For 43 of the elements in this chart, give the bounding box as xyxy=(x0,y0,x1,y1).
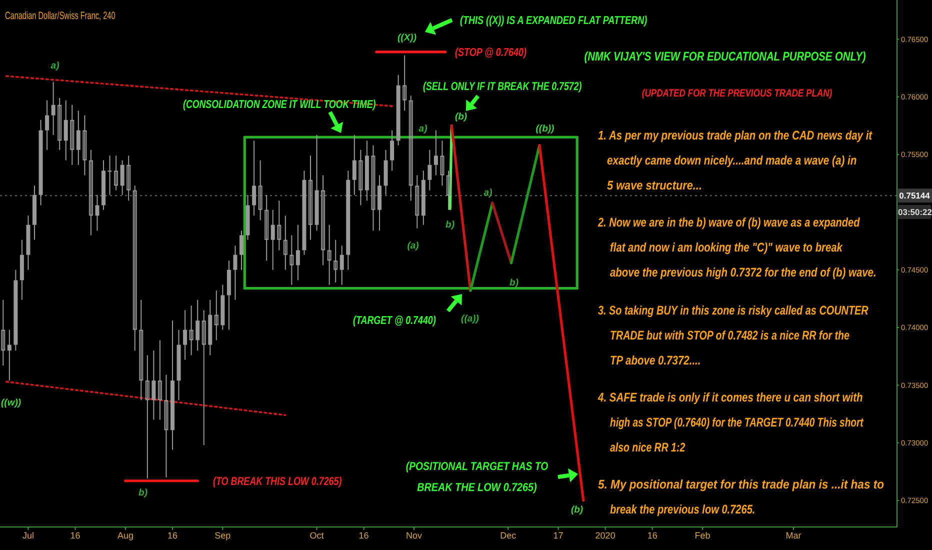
x-tick-label: 16 xyxy=(167,530,178,540)
annotation: a) xyxy=(418,123,428,134)
annotation: (TARGET @ 0.7440) xyxy=(353,315,436,328)
text: 03:50:22 xyxy=(898,206,932,217)
annotation: 3. So taking BUY in this zone is risky called as COUNTER TRADE but with STOP of 0.7482 is a nice RR for the TP above 0.7372.... xyxy=(598,304,870,368)
text: Canadian Dollar/Swiss Franc, 240 xyxy=(5,10,116,22)
annotation: a) xyxy=(484,187,492,198)
annotation: ((w)) xyxy=(1,397,22,408)
x-tick-label: 16 xyxy=(647,530,658,540)
x-tick-label: Aug xyxy=(117,530,134,540)
annotation: ((b)) xyxy=(536,123,554,134)
x-tick-label: 16 xyxy=(70,530,80,540)
x-tick-label: Oct xyxy=(310,530,324,540)
annotation: a) xyxy=(50,60,60,72)
annotation: ((a)) xyxy=(461,313,479,324)
annotation: (TO BREAK THIS LOW 0.7265) xyxy=(213,476,342,488)
annotation: 2. Now we are in the b) wave of (b) wave as a expanded flat and now i am looking the "C)" wave to break above the previous high 0.7372 for the end of (b) wave. xyxy=(597,216,876,280)
annotation: (POSITIONAL TARGET HAS TO BREAK THE LOW 0.7265) xyxy=(406,460,549,494)
annotation: (b) xyxy=(570,504,584,516)
x-tick-label: Mar xyxy=(786,530,802,540)
x-tick-label: 2020 xyxy=(595,530,616,540)
x-tick-label: Dec xyxy=(500,530,517,540)
annotation: 4. SAFE trade is only if it comes there u can short with high as STOP (0.7640) for the TARGET 0.7440 This short also nice RR 1:2 xyxy=(597,392,864,455)
annotation: 5. My positional target for this trade plan is ...it has to break the previous low 0.7265. xyxy=(598,476,884,517)
annotation: (a) xyxy=(407,240,419,252)
x-tick-label: Jul xyxy=(22,530,34,540)
annotation: ((X)) xyxy=(398,32,416,44)
x-tick-label: Feb xyxy=(694,530,710,540)
annotation: b) xyxy=(510,277,518,288)
annotation: (STOP @ 0.7640) xyxy=(455,47,528,60)
x-tick-label: 16 xyxy=(358,530,369,540)
ref-line-label: 0.75144 xyxy=(899,190,930,201)
annotation: (SELL ONLY IF IT BREAK THE 0.7572) xyxy=(423,81,582,94)
x-tick-label: 17 xyxy=(553,530,564,540)
x-tick-label: Nov xyxy=(406,530,422,540)
annotation: 1. As per my previous trade plan on the CAD news day it exactly came down nicely....and made a wave (a) in 5 wave structure... xyxy=(598,130,874,193)
x-tick-label: Sep xyxy=(214,530,231,540)
annotation: (NMK VIJAY'S VIEW FOR EDUCATIONAL PURPOSE ONLY) xyxy=(584,50,866,64)
annotation: (THIS ((X)) IS A EXPANDED FLAT PATTERN) xyxy=(460,15,648,28)
annotation: b) xyxy=(446,219,454,230)
annotation: (UPDATED FOR THE PREVIOUS TRADE PLAN) xyxy=(642,88,832,100)
annotation: b) xyxy=(138,487,148,498)
annotation: (b) xyxy=(454,111,468,122)
